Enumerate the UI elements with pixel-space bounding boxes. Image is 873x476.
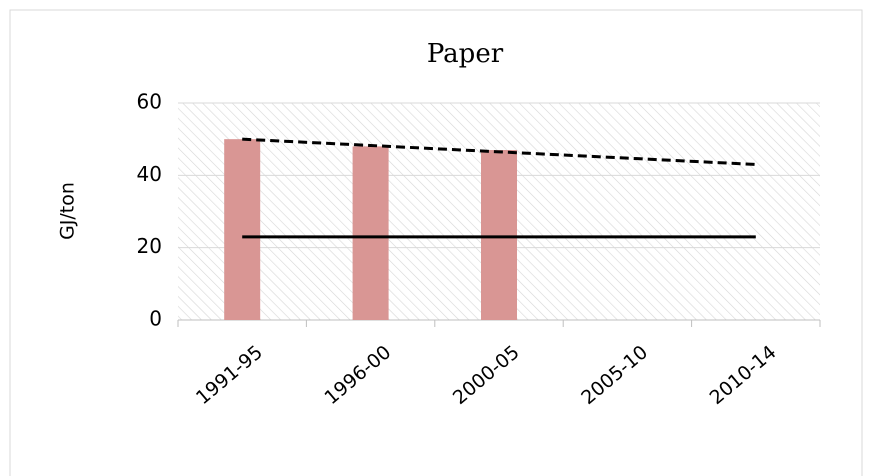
y-axis-label: GJ/ton (57, 182, 79, 240)
bar (353, 146, 389, 320)
chart-title: Paper (427, 39, 504, 69)
bar (224, 139, 260, 320)
chart: Paper GJ/ton 02040601991-951996-002000-0… (0, 0, 873, 476)
y-tick-label: 0 (149, 307, 162, 331)
y-tick-label: 20 (137, 234, 162, 258)
bar (481, 150, 517, 320)
y-tick-label: 60 (137, 90, 162, 114)
y-tick-label: 40 (137, 162, 162, 186)
